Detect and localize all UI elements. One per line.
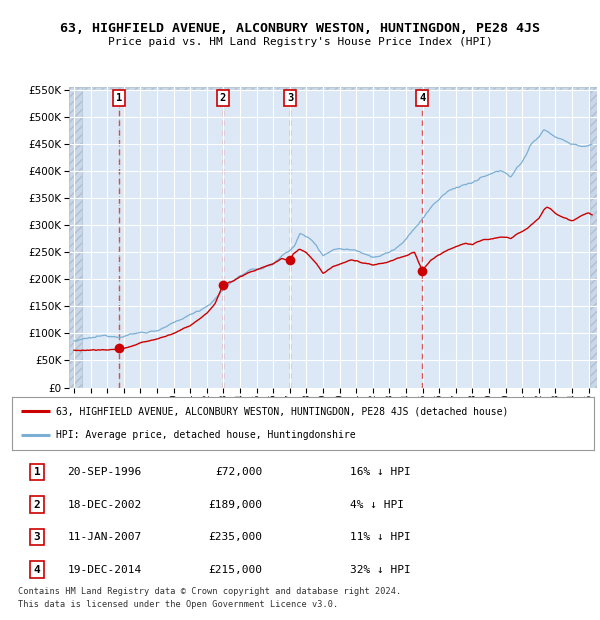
Text: 2: 2 — [34, 500, 40, 510]
Text: 63, HIGHFIELD AVENUE, ALCONBURY WESTON, HUNTINGDON, PE28 4JS: 63, HIGHFIELD AVENUE, ALCONBURY WESTON, … — [60, 22, 540, 35]
Bar — [69, 87, 82, 388]
Text: Contains HM Land Registry data © Crown copyright and database right 2024.: Contains HM Land Registry data © Crown c… — [18, 587, 401, 596]
Text: 32% ↓ HPI: 32% ↓ HPI — [350, 565, 410, 575]
Text: £215,000: £215,000 — [208, 565, 262, 575]
Text: 4% ↓ HPI: 4% ↓ HPI — [350, 500, 404, 510]
Text: 11% ↓ HPI: 11% ↓ HPI — [350, 532, 410, 542]
Text: 3: 3 — [287, 92, 293, 103]
Text: 4: 4 — [34, 565, 40, 575]
Bar — [69, 87, 597, 89]
Text: £72,000: £72,000 — [215, 467, 262, 477]
Text: 63, HIGHFIELD AVENUE, ALCONBURY WESTON, HUNTINGDON, PE28 4JS (detached house): 63, HIGHFIELD AVENUE, ALCONBURY WESTON, … — [56, 406, 508, 416]
Text: 4: 4 — [419, 92, 425, 103]
Text: 18-DEC-2002: 18-DEC-2002 — [67, 500, 142, 510]
Text: 2: 2 — [220, 92, 226, 103]
Text: 20-SEP-1996: 20-SEP-1996 — [67, 467, 142, 477]
Text: 16% ↓ HPI: 16% ↓ HPI — [350, 467, 410, 477]
Bar — [590, 87, 597, 388]
Text: £235,000: £235,000 — [208, 532, 262, 542]
Text: This data is licensed under the Open Government Licence v3.0.: This data is licensed under the Open Gov… — [18, 600, 338, 609]
Text: HPI: Average price, detached house, Huntingdonshire: HPI: Average price, detached house, Hunt… — [56, 430, 355, 440]
Text: Price paid vs. HM Land Registry's House Price Index (HPI): Price paid vs. HM Land Registry's House … — [107, 37, 493, 47]
Text: £189,000: £189,000 — [208, 500, 262, 510]
Text: 1: 1 — [34, 467, 40, 477]
Text: 19-DEC-2014: 19-DEC-2014 — [67, 565, 142, 575]
Text: 11-JAN-2007: 11-JAN-2007 — [67, 532, 142, 542]
Text: 1: 1 — [116, 92, 122, 103]
Text: 3: 3 — [34, 532, 40, 542]
